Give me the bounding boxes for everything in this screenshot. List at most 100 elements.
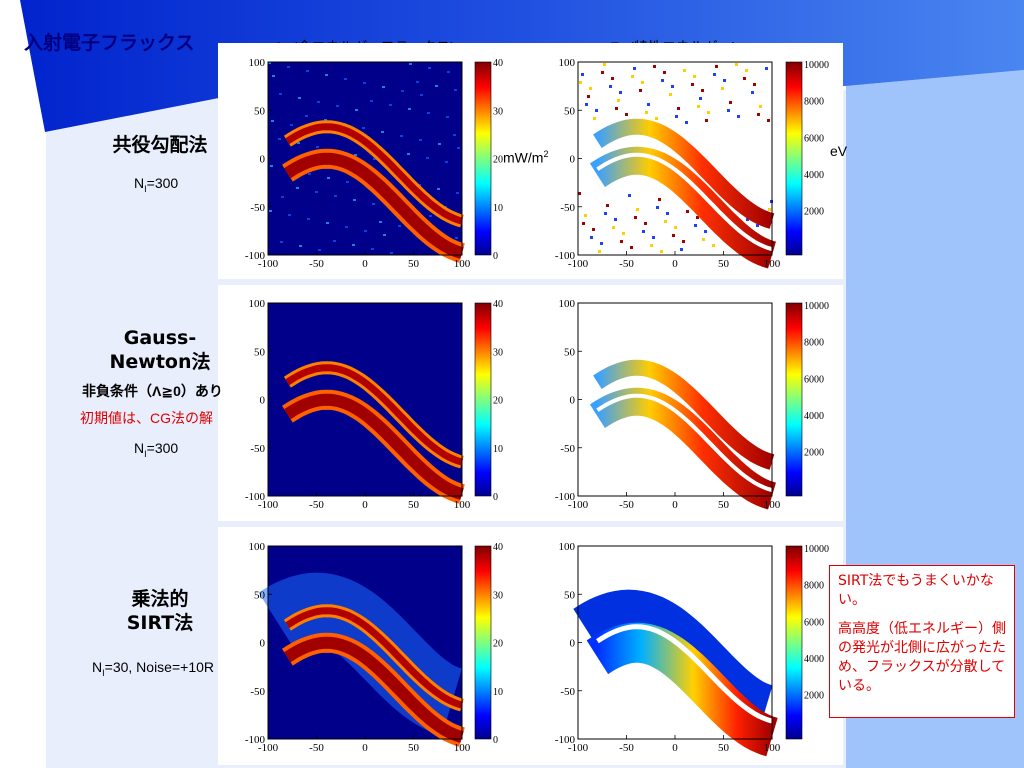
- q0-cg-noise-pixel: [389, 104, 392, 106]
- q0-cg-noise-pixel: [278, 138, 281, 140]
- q0-cg-noise-pixel: [354, 154, 357, 156]
- ep-gn-colorbar-tick: 10000: [804, 301, 829, 312]
- ep-sirt-ytick: -50: [560, 686, 575, 698]
- q0-cg-noise-pixel: [398, 225, 401, 227]
- ep-sirt-colorbar-tick: 8000: [804, 581, 824, 592]
- constraint-label: 非負条件（Λ≧0）あり: [82, 383, 223, 399]
- ep-cg-noise-pixel: [682, 240, 685, 243]
- q0-gn-xtick: -100: [258, 499, 279, 511]
- ep-cg-noise-pixel: [581, 73, 584, 76]
- ep-cg-noise-pixel: [622, 232, 625, 235]
- q0-cg-noise-pixel: [407, 153, 410, 155]
- q0-sirt-colorbar-tick: 20: [493, 639, 503, 650]
- ep-gn-colorbar-tick: 2000: [804, 448, 824, 459]
- q0-gn-colorbar-tick: 0: [493, 492, 498, 503]
- ep-sirt-xtick: 0: [672, 742, 678, 754]
- q0-cg-noise-pixel: [416, 81, 419, 83]
- q0-gn-upper-band: [285, 364, 463, 466]
- ep-cg-noise-pixel: [675, 115, 678, 118]
- ep-cg-noise-pixel: [639, 89, 642, 92]
- q0-cg-noise-pixel: [379, 221, 382, 223]
- q0-cg-noise-pixel: [390, 252, 393, 254]
- ep-sirt-ytick: 50: [564, 589, 576, 601]
- ep-cg-gap: [596, 152, 773, 252]
- ep-gn-colorbar-tick: 8000: [804, 338, 824, 349]
- q0-cg-colorbar-tick: 30: [493, 106, 503, 117]
- ep-cg-noise-pixel: [628, 194, 631, 197]
- q0-cg-noise-pixel: [326, 222, 329, 224]
- q0-cg-xtick: 50: [408, 258, 420, 270]
- q0-cg-noise-pixel: [435, 85, 438, 87]
- ep-cg-noise-pixel: [600, 242, 603, 245]
- ep-gn-upper-region: [593, 359, 775, 470]
- ep-gn-ytick: 50: [564, 346, 576, 358]
- ep-cg-noise-pixel: [727, 109, 730, 112]
- ep-cg-noise-pixel: [683, 69, 686, 72]
- ep-cg-noise-pixel: [705, 119, 708, 122]
- ni-label-cg: NI=300: [134, 175, 179, 194]
- ep-cg-noise-pixel: [587, 95, 590, 98]
- ep-cg-noise-pixel: [625, 113, 628, 116]
- ep-cg-noise-pixel: [579, 81, 582, 84]
- ep-gn-ytick: 100: [559, 298, 576, 310]
- ep-cg-noise-pixel: [746, 218, 749, 221]
- ep-cg-noise-pixel: [609, 85, 612, 88]
- q0-cg-noise-pixel: [334, 195, 337, 197]
- q0-sirt-colorbar-tick: 0: [493, 735, 498, 746]
- q0-cg-upper-band: [285, 123, 463, 225]
- q0-cg-noise-pixel: [353, 199, 356, 201]
- ep-cg-noise-pixel: [697, 105, 700, 108]
- ep-sirt-xtick: -50: [619, 742, 634, 754]
- ep-cg-noise-pixel: [661, 79, 664, 82]
- q0-cg-noise-pixel: [429, 215, 432, 217]
- ep-sirt-colorbar: [785, 545, 803, 740]
- ep-cg-noise-pixel: [743, 77, 746, 80]
- q0-sirt-ytick: 50: [254, 589, 266, 601]
- ep-cg-colorbar-tick: 10000: [804, 60, 829, 71]
- q0-cg-noise-pixel: [317, 101, 320, 103]
- ep-cg-noise-pixel: [745, 69, 748, 72]
- q0-cg-noise-pixel: [281, 196, 284, 198]
- ep-sirt-ytick: 0: [570, 638, 576, 650]
- q0-cg-noise-pixel: [270, 165, 273, 167]
- q0-cg-ytick: 50: [254, 105, 266, 117]
- q0-cg-noise-pixel: [345, 226, 348, 228]
- ep-cg-noise-pixel: [603, 63, 606, 66]
- ep-cg-noise-pixel: [601, 71, 604, 74]
- q0-cg-noise-pixel: [457, 147, 460, 149]
- method-name: 共役勾配法: [112, 134, 208, 156]
- q0-cg-noise-pixel: [370, 100, 373, 102]
- q0-gn-ytick: 100: [249, 298, 266, 310]
- ep-cg-noise-pixel: [696, 216, 699, 219]
- ep-cg-ytick: -100: [555, 250, 576, 262]
- ep-cg-noise-pixel: [686, 210, 689, 213]
- ep-sirt-colorbar-tick: 6000: [804, 617, 824, 628]
- ep-cg-colorbar-tick: 4000: [804, 170, 824, 181]
- q0-cg-xtick: 0: [362, 258, 368, 270]
- q0-cg-noise-pixel: [288, 214, 291, 216]
- ep-cg-noise-pixel: [650, 244, 653, 247]
- q0-cg-noise-pixel: [344, 78, 347, 80]
- q0-cg-noise-pixel: [269, 210, 272, 212]
- q0-cg-noise-pixel: [455, 237, 458, 239]
- ep-gn-colorbar-tick: 6000: [804, 374, 824, 385]
- ep-cg-noise-pixel: [631, 75, 634, 78]
- q0-cg-noise-pixel: [271, 120, 274, 122]
- q0-cg-ytick: 100: [249, 57, 266, 69]
- q0-sirt-frame: [267, 545, 463, 740]
- q0-cg-noise-pixel: [426, 157, 429, 159]
- q0-cg-noise-pixel: [290, 124, 293, 126]
- ep-cg-noise-pixel: [680, 248, 683, 251]
- ep-cg-xtick: 100: [764, 258, 781, 270]
- q0-cg-noise-pixel: [287, 66, 290, 68]
- q0-cg-xtick: -100: [258, 258, 279, 270]
- q0-cg-noise-pixel: [280, 241, 283, 243]
- ep-cg-noise-pixel: [751, 91, 754, 94]
- ep-cg-noise-pixel: [636, 208, 639, 211]
- q0-sirt-xtick: -100: [258, 742, 279, 754]
- ep-cg-upper-region: [593, 118, 775, 229]
- q0-gn-xtick: 0: [362, 499, 368, 511]
- ep-cg-noise-pixel: [641, 81, 644, 84]
- ep-cg-noise-pixel: [592, 228, 595, 231]
- ep-cg-noise-pixel: [669, 93, 672, 96]
